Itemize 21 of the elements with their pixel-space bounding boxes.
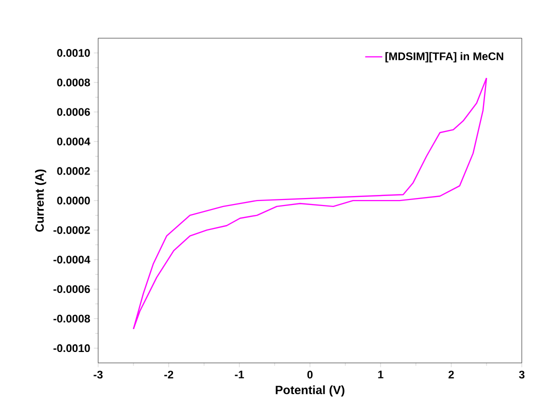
- y-tick-label: -0.0006: [53, 285, 90, 293]
- y-tick-label: 0.0008: [57, 78, 90, 86]
- x-axis-title: Potential (V): [276, 385, 344, 397]
- x-tick-label: -1: [234, 370, 244, 378]
- x-tick-label: -3: [94, 370, 103, 378]
- x-tick-label: -2: [164, 370, 174, 378]
- y-axis-title: Current (A): [35, 169, 46, 232]
- y-tick-label: 0.0000: [57, 196, 90, 204]
- x-tick-label: 1: [378, 370, 384, 378]
- y-tick-label: 0.0002: [57, 167, 90, 175]
- y-tick-label: 0.0006: [57, 108, 90, 116]
- y-tick-label: -0.0002: [53, 226, 90, 234]
- y-tick-label: -0.0008: [53, 314, 90, 322]
- y-tick-label: 0.0004: [57, 138, 90, 146]
- x-tick-label: 2: [448, 370, 454, 378]
- y-tick-label: -0.0010: [53, 344, 90, 352]
- x-tick-label: 3: [519, 370, 524, 378]
- legend-label: [MDSIM][TFA] in MeCN: [385, 52, 504, 62]
- y-tick-label: -0.0004: [53, 256, 90, 264]
- x-tick-label: 0: [307, 370, 313, 378]
- y-tick-label: 0.0010: [57, 49, 90, 57]
